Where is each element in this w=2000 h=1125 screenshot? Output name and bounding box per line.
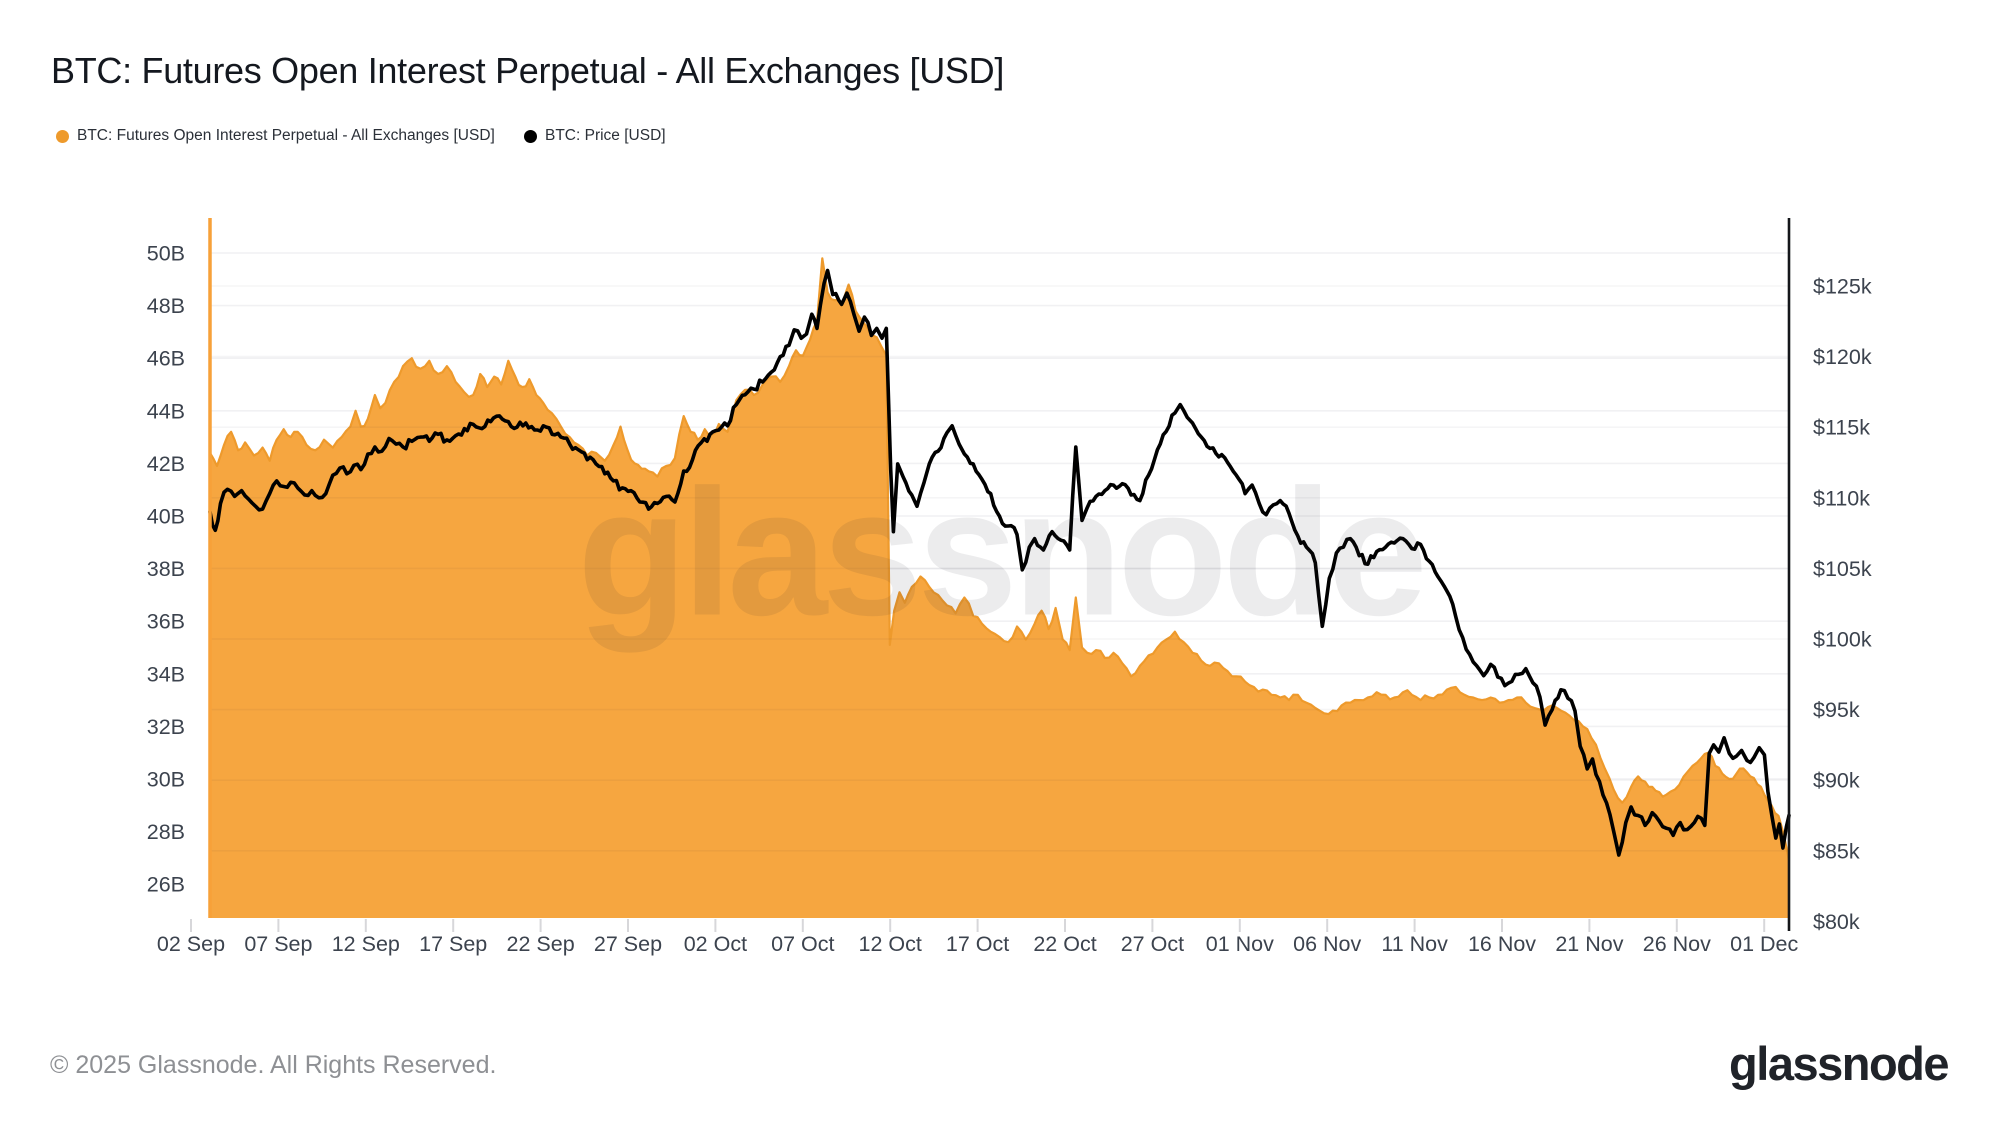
x-axis-tick-label: 01 Nov	[1206, 932, 1274, 956]
chart-title: BTC: Futures Open Interest Perpetual - A…	[51, 50, 1005, 91]
x-axis-tick-label: 27 Oct	[1121, 932, 1184, 956]
open-interest-area-series[interactable]	[210, 258, 1789, 918]
right-axis-tick-label: $105k	[1813, 557, 1872, 581]
x-axis-tick-label: 27 Sep	[594, 932, 662, 956]
x-axis-tick-label: 07 Oct	[771, 932, 834, 956]
x-axis-tick-label: 21 Nov	[1555, 932, 1623, 956]
open-interest-area-outline	[209, 257, 1791, 861]
left-axis-labels: 50B 48B 46B 44B 42B 40B 38B 36B 34B 32B 30B 28B 26B	[147, 242, 185, 897]
left-axis-tick-label: 30B	[147, 768, 185, 792]
x-axis-tick-label: 01 Dec	[1730, 932, 1798, 956]
left-axis-tick-label: 38B	[147, 557, 185, 581]
copyright-text: © 2025 Glassnode. All Rights Reserved.	[50, 1051, 497, 1079]
left-axis-tick-label: 26B	[147, 873, 185, 897]
x-axis-tick-label: 07 Sep	[244, 932, 312, 956]
x-axis: 02 Sep 07 Sep 12 Sep 17 Sep 22 Sep 27 Sep 02 O…	[157, 919, 1799, 956]
legend-item-btc-price[interactable]: BTC: Price [USD]	[524, 127, 666, 145]
x-axis-tick-label: 11 Nov	[1381, 932, 1448, 956]
right-axis-tick-label: $120k	[1813, 345, 1872, 369]
x-axis-tick-label: 02 Sep	[157, 932, 225, 956]
left-axis-tick-label: 32B	[147, 715, 185, 739]
open-interest-legend-dot-icon	[56, 129, 69, 143]
right-axis-gridlines	[210, 285, 1789, 852]
x-axis-tick-label: 22 Oct	[1033, 932, 1096, 956]
x-axis-tick-label: 12 Oct	[859, 932, 922, 956]
x-axis-tick-label: 16 Nov	[1468, 932, 1536, 956]
legend-label-open-interest: BTC: Futures Open Interest Perpetual - A…	[77, 127, 495, 144]
left-axis-tick-label: 36B	[147, 610, 185, 634]
right-axis-tick-label: $90k	[1813, 769, 1860, 793]
right-axis-tick-label: $85k	[1813, 839, 1860, 863]
left-axis-tick-label: 40B	[147, 505, 185, 529]
glassnode-logo: glassnode	[1729, 1037, 1949, 1090]
right-axis-tick-label: $95k	[1813, 698, 1860, 722]
right-axis-tick-label: $110k	[1813, 486, 1870, 510]
legend-item-open-interest[interactable]: BTC: Futures Open Interest Perpetual - A…	[56, 127, 495, 145]
x-axis-tick-label: 26 Nov	[1643, 932, 1711, 956]
right-axis-tick-label: $100k	[1813, 628, 1872, 652]
left-axis-tick-label: 34B	[147, 662, 185, 686]
left-axis-tick-label: 42B	[147, 452, 185, 476]
left-axis-tick-label: 44B	[147, 399, 185, 423]
left-axis-tick-label: 48B	[147, 294, 185, 318]
x-axis-tick-label: 17 Oct	[946, 932, 1009, 956]
x-axis-tick-label: 06 Nov	[1293, 932, 1361, 956]
left-axis-tick-label: 50B	[147, 242, 185, 266]
right-axis-tick-label: $125k	[1813, 275, 1872, 299]
x-axis-tick-label: 22 Sep	[507, 932, 575, 956]
left-axis-tick-label: 46B	[147, 347, 185, 371]
right-axis-labels: $125k $120k $115k $110k $105k $100k $95k $90k $8…	[1813, 275, 1872, 934]
right-axis-tick-label: $115k	[1813, 416, 1870, 440]
x-axis-tick-label: 02 Oct	[684, 932, 747, 956]
x-axis-tick-label: 17 Sep	[419, 932, 487, 956]
right-axis-tick-label: $80k	[1813, 910, 1860, 934]
btc-price-legend-dot-icon	[524, 129, 537, 143]
legend-label-btc-price: BTC: Price [USD]	[545, 127, 666, 144]
x-axis-tick-label: 12 Sep	[332, 932, 400, 956]
btc-price-line-series[interactable]	[208, 268, 1791, 857]
left-axis-tick-label: 28B	[147, 820, 185, 844]
